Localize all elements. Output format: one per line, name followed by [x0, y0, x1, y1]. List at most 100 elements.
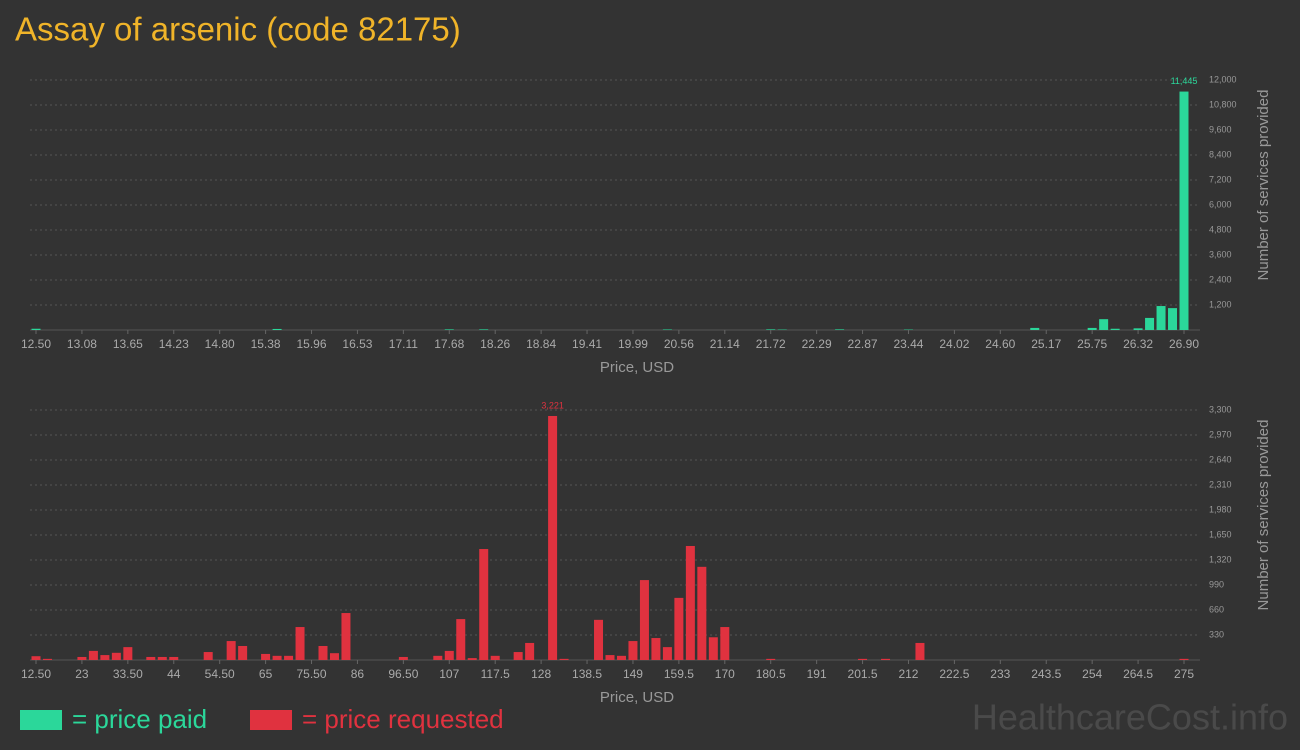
bar	[284, 655, 294, 660]
bar	[341, 613, 351, 660]
bar	[1087, 327, 1097, 330]
x-tick-label: 201.5	[848, 667, 878, 681]
x-tick-label: 233	[990, 667, 1010, 681]
bar	[203, 652, 213, 660]
bar	[915, 642, 925, 660]
bar	[444, 329, 454, 330]
x-tick-label: 222.5	[939, 667, 969, 681]
x-tick-label: 96.50	[388, 667, 418, 681]
x-tick-label: 15.38	[251, 337, 281, 351]
x-tick-label: 243.5	[1031, 667, 1061, 681]
bar	[1179, 91, 1189, 330]
bar	[720, 627, 730, 660]
y-tick-label: 2,640	[1209, 454, 1232, 464]
bar	[467, 658, 477, 660]
x-tick-label: 128	[531, 667, 551, 681]
legend-swatch	[20, 710, 62, 730]
bar	[398, 656, 408, 660]
x-tick-label: 18.26	[480, 337, 510, 351]
bar	[88, 650, 98, 660]
bar	[456, 619, 466, 660]
bar	[490, 655, 500, 660]
x-tick-label: 22.29	[802, 337, 832, 351]
y-tick-label: 4,800	[1209, 224, 1232, 234]
x-tick-label: 275	[1174, 667, 1194, 681]
bar	[662, 647, 672, 660]
x-tick-label: 23.44	[893, 337, 923, 351]
bar	[1099, 319, 1109, 330]
x-tick-label: 170	[715, 667, 735, 681]
x-tick-label: 138.5	[572, 667, 602, 681]
y-tick-label: 12,000	[1209, 74, 1237, 84]
y-tick-label: 660	[1209, 604, 1224, 614]
x-tick-label: 26.90	[1169, 337, 1199, 351]
bar	[662, 329, 672, 330]
x-tick-label: 212	[898, 667, 918, 681]
bar	[1145, 317, 1155, 330]
x-tick-label: 54.50	[205, 667, 235, 681]
x-tick-label: 86	[351, 667, 365, 681]
bar	[261, 653, 271, 660]
bar	[31, 328, 41, 330]
bar	[295, 627, 305, 660]
bar	[1110, 328, 1120, 330]
x-tick-label: 17.68	[434, 337, 464, 351]
x-tick-label: 25.75	[1077, 337, 1107, 351]
bar	[272, 328, 282, 330]
bar	[226, 641, 236, 660]
x-tick-label: 107	[439, 667, 459, 681]
x-tick-label: 254	[1082, 667, 1102, 681]
bar	[708, 637, 718, 660]
bar	[766, 329, 776, 330]
bar	[329, 653, 339, 660]
bar	[479, 549, 489, 660]
x-tick-label: 24.60	[985, 337, 1015, 351]
y-tick-label: 9,600	[1209, 124, 1232, 134]
y-tick-label: 1,320	[1209, 554, 1232, 564]
x-tick-label: 191	[807, 667, 827, 681]
bar	[674, 597, 684, 660]
x-tick-label: 19.41	[572, 337, 602, 351]
y-tick-label: 990	[1209, 579, 1224, 589]
x-tick-label: 22.87	[848, 337, 878, 351]
bar	[1156, 306, 1166, 330]
bar	[881, 658, 891, 660]
bar	[433, 655, 443, 660]
x-tick-label: 16.53	[342, 337, 372, 351]
x-tick-label: 12.50	[21, 337, 51, 351]
y-tick-label: 3,300	[1209, 404, 1232, 414]
x-tick-label: 13.65	[113, 337, 143, 351]
bar	[479, 329, 489, 330]
y-axis-title: Number of services provided	[1255, 90, 1272, 281]
x-tick-label: 21.14	[710, 337, 740, 351]
bar	[628, 641, 638, 660]
x-tick-label: 149	[623, 667, 643, 681]
page-title: Assay of arsenic (code 82175)	[15, 11, 461, 48]
bar	[559, 658, 569, 660]
y-tick-label: 8,400	[1209, 149, 1232, 159]
x-tick-label: 25.17	[1031, 337, 1061, 351]
y-tick-label: 2,970	[1209, 429, 1232, 439]
bar	[169, 656, 179, 660]
x-tick-label: 33.50	[113, 667, 143, 681]
bar	[858, 658, 868, 660]
y-tick-label: 1,650	[1209, 529, 1232, 539]
y-tick-label: 7,200	[1209, 174, 1232, 184]
bar	[548, 415, 558, 660]
bar	[639, 580, 649, 660]
legend-label: = price paid	[72, 704, 207, 734]
x-tick-label: 117.5	[481, 667, 510, 681]
bar	[31, 656, 41, 660]
bar	[697, 566, 707, 660]
bar	[318, 645, 328, 660]
x-tick-label: 75.50	[297, 667, 327, 681]
y-axis-title: Number of services provided	[1255, 420, 1272, 611]
bar	[272, 655, 282, 660]
y-tick-label: 330	[1209, 629, 1224, 639]
bar	[111, 652, 121, 660]
x-tick-label: 23	[75, 667, 89, 681]
bar	[444, 650, 454, 660]
bar	[685, 545, 695, 660]
